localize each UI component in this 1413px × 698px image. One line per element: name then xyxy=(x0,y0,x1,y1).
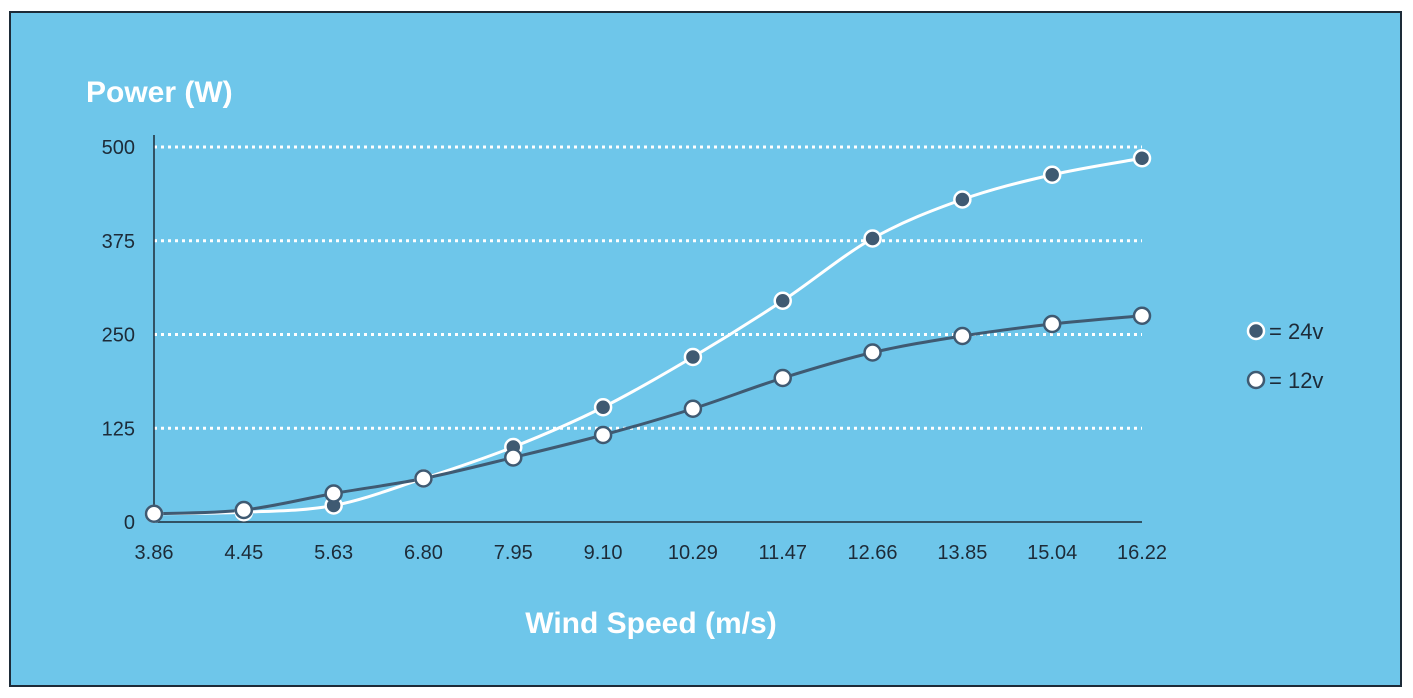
x-tick-label: 12.66 xyxy=(848,542,898,564)
x-tick-label: 13.85 xyxy=(937,542,987,564)
x-tick-labels: 3.86 4.45 5.63 6.80 7.95 9.10 10.29 11.47 12.66 1… xyxy=(135,542,1168,564)
x-tick-label: 6.80 xyxy=(404,542,443,564)
point-24v xyxy=(953,190,972,209)
point-12v xyxy=(863,343,882,362)
point-24v xyxy=(1042,165,1062,184)
y-tick-label: 250 xyxy=(102,325,135,347)
y-tick-label: 125 xyxy=(102,418,135,440)
legend-marker-24v xyxy=(1246,321,1266,341)
point-12v xyxy=(414,469,433,488)
legend-marker-12v xyxy=(1246,370,1266,390)
legend-label-24v: = 24v xyxy=(1269,319,1323,344)
x-tick-label: 16.22 xyxy=(1117,542,1167,564)
chart-panel: Power (W) 0 125 250 375 500 3.86 4.45 5.63 6.80… xyxy=(9,11,1402,687)
y-axis-title: Power (W) xyxy=(86,76,233,109)
y-tick-label: 375 xyxy=(102,231,135,253)
x-tick-label: 11.47 xyxy=(758,542,807,564)
point-24v xyxy=(1132,149,1152,168)
point-12v xyxy=(1042,314,1062,334)
point-12v xyxy=(953,326,972,346)
power-curve-chart: Power (W) 0 125 250 375 500 3.86 4.45 5.63 6.80… xyxy=(11,13,1400,685)
x-tick-label: 4.45 xyxy=(224,542,263,564)
point-24v xyxy=(593,398,613,417)
legend-label-12v: = 12v xyxy=(1269,368,1323,393)
point-24v xyxy=(773,291,792,310)
x-tick-label: 9.10 xyxy=(584,542,623,564)
x-tick-label: 10.29 xyxy=(668,542,718,564)
x-axis-title: Wind Speed (m/s) xyxy=(525,607,776,640)
point-12v xyxy=(324,484,343,503)
point-12v xyxy=(504,448,523,467)
x-tick-label: 15.04 xyxy=(1027,542,1077,564)
series-markers xyxy=(144,149,1152,523)
legend: = 24v = 12v xyxy=(1246,319,1323,393)
point-12v xyxy=(773,368,792,388)
point-12v xyxy=(144,504,164,523)
x-tick-label: 7.95 xyxy=(494,542,533,564)
x-tick-label: 3.86 xyxy=(135,542,174,564)
point-12v xyxy=(683,399,703,418)
point-24v xyxy=(863,229,882,248)
point-12v xyxy=(1132,306,1152,325)
point-12v xyxy=(593,425,613,445)
y-tick-labels: 0 125 250 375 500 xyxy=(102,137,135,534)
y-tick-label: 0 xyxy=(124,512,135,534)
x-tick-label: 5.63 xyxy=(314,542,353,564)
series-layer xyxy=(144,149,1152,523)
point-24v xyxy=(683,347,703,367)
point-12v xyxy=(234,500,254,520)
y-tick-label: 500 xyxy=(102,137,135,159)
